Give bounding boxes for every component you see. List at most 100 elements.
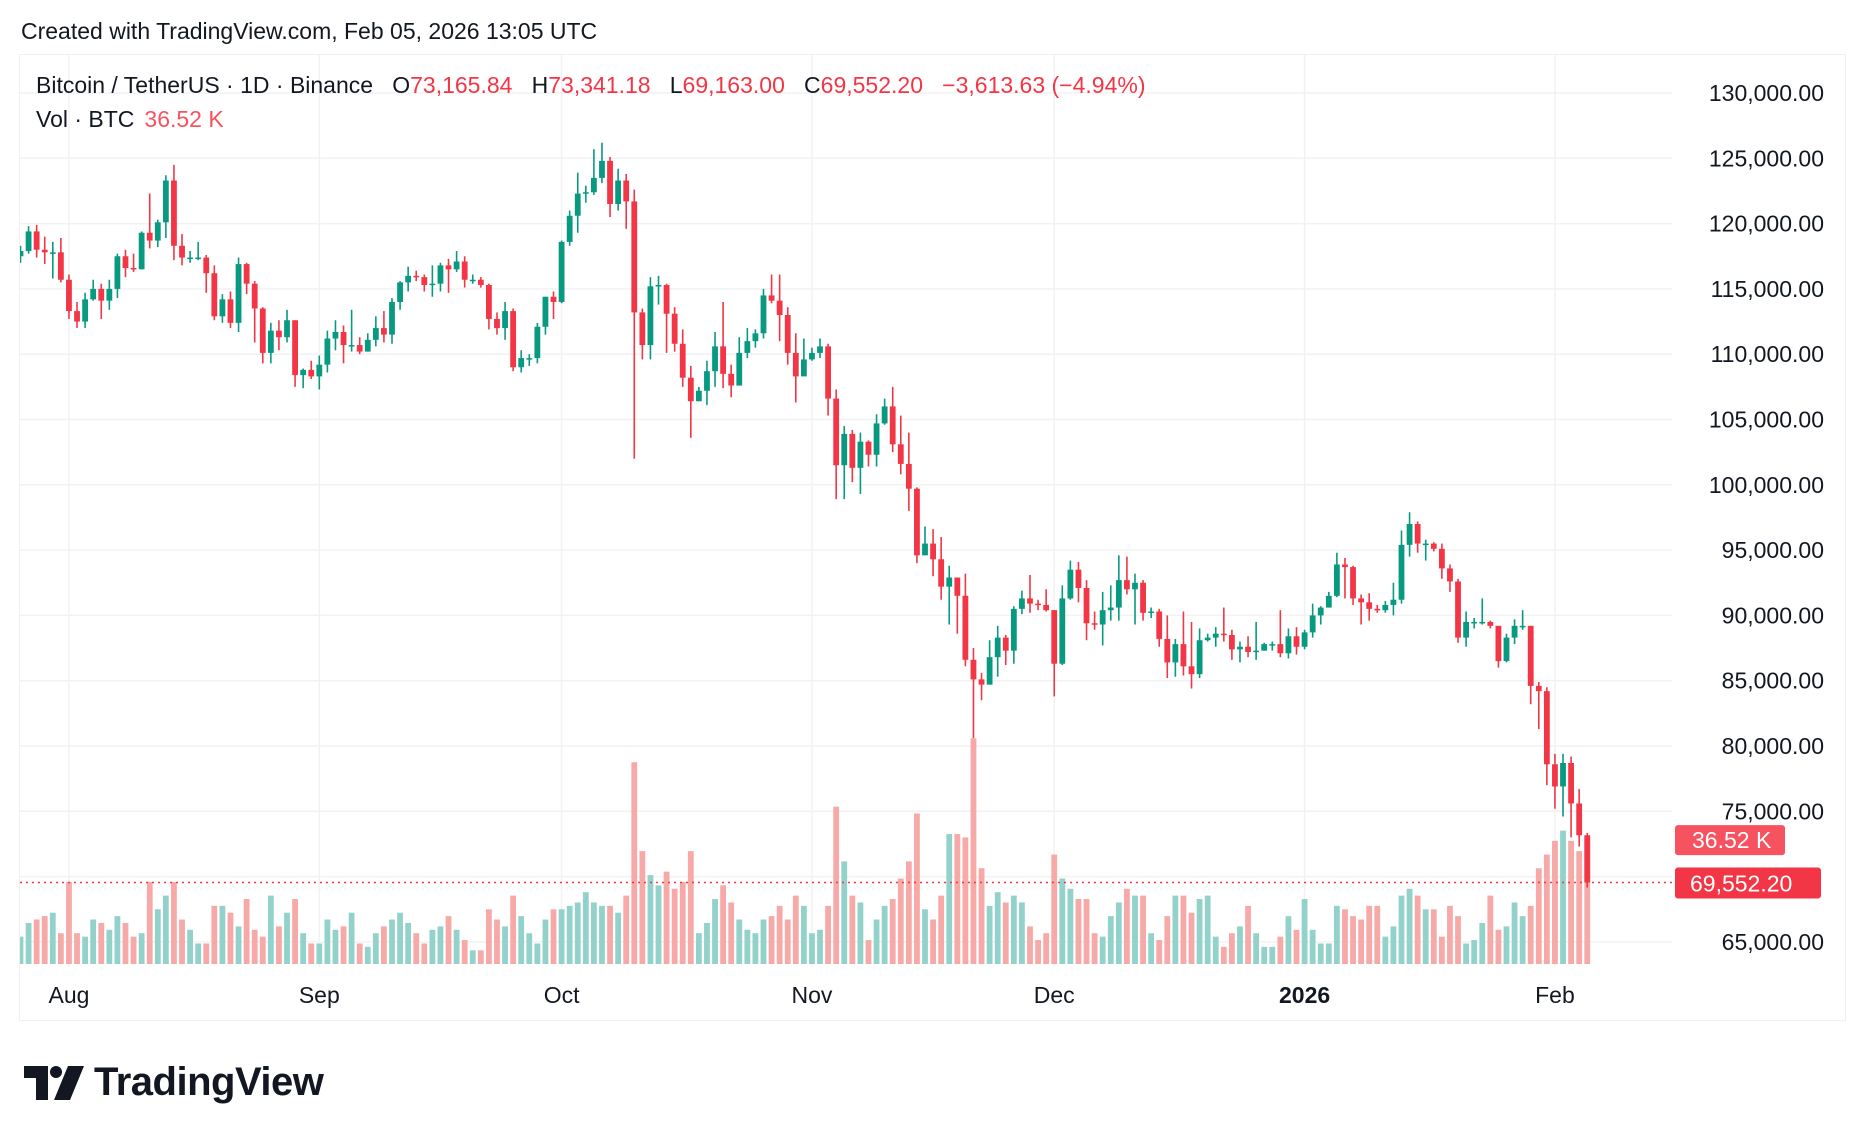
volume-bar xyxy=(162,895,169,964)
volume-bar xyxy=(752,933,759,964)
time-axis-label: 2026 xyxy=(1279,982,1330,1008)
candle-up xyxy=(1067,569,1074,599)
volume-bar xyxy=(235,926,242,964)
candle-up xyxy=(1301,632,1308,647)
open-value: 73,165.84 xyxy=(410,72,513,98)
candle-down xyxy=(33,231,40,250)
price-axis-label: 65,000.00 xyxy=(1722,929,1824,955)
volume-bar xyxy=(171,881,177,964)
candle-up xyxy=(1560,762,1566,787)
volume-bar xyxy=(792,895,799,964)
candle-up xyxy=(542,296,549,327)
volume-bar xyxy=(1212,936,1219,964)
time-axis-label: Feb xyxy=(1535,982,1575,1008)
volume-bar xyxy=(138,933,145,964)
volume-value: 36.52 K xyxy=(144,106,224,132)
candle-down xyxy=(768,295,775,301)
volume-bar xyxy=(413,933,420,964)
candle-down xyxy=(130,268,137,270)
volume-bar xyxy=(695,933,702,964)
candle-down xyxy=(259,308,266,353)
candle-up xyxy=(1261,644,1268,651)
volume-bar xyxy=(615,912,622,964)
candle-down xyxy=(1035,603,1041,606)
candle-down xyxy=(671,313,678,344)
price-axis-label: 105,000.00 xyxy=(1709,407,1824,433)
candle-down xyxy=(663,284,670,314)
volume-bar xyxy=(1527,905,1534,964)
candle-up xyxy=(1325,595,1332,608)
candle-down xyxy=(57,252,64,280)
price-axis-label: 75,000.00 xyxy=(1722,798,1824,824)
candle-up xyxy=(922,543,928,556)
candle-down xyxy=(1277,644,1284,654)
candle-up xyxy=(695,390,702,402)
volume-bar xyxy=(631,762,638,964)
candle-up xyxy=(397,282,403,302)
candle-up xyxy=(558,241,565,302)
volume-bar xyxy=(599,905,605,964)
candle-down xyxy=(1358,598,1365,603)
volume-bar xyxy=(1495,929,1502,964)
candle-down xyxy=(308,369,315,377)
volume-bar xyxy=(849,895,856,964)
volume-bar xyxy=(267,895,274,964)
volume-bar xyxy=(187,929,193,964)
volume-bar xyxy=(1342,909,1348,964)
candle-down xyxy=(1455,581,1461,638)
volume-bar xyxy=(66,881,72,964)
candle-down xyxy=(631,201,638,313)
candle-up xyxy=(502,311,508,329)
volume-bar xyxy=(389,919,395,964)
volume-bar xyxy=(518,916,525,964)
volume-bar xyxy=(590,902,597,964)
tradingview-logo[interactable]: TradingView xyxy=(24,1060,324,1105)
volume-bar xyxy=(760,919,767,964)
volume-bar xyxy=(74,933,80,964)
candle-up xyxy=(986,657,993,685)
candle-up xyxy=(1204,637,1211,641)
volume-bar xyxy=(1406,888,1413,964)
time-axis-label: Nov xyxy=(791,982,832,1008)
volume-bar xyxy=(1091,933,1098,964)
volume-bar xyxy=(1325,943,1332,964)
candlestick-chart[interactable]: 130,000.00 125,000.00 120,000.00 115,000.00… xyxy=(0,0,1856,1040)
volume-bar xyxy=(1398,895,1405,964)
volume-bar xyxy=(881,905,888,964)
candle-up xyxy=(364,339,371,352)
volume-bar xyxy=(574,902,581,964)
candle-down xyxy=(938,559,945,587)
candle-up xyxy=(841,433,848,466)
volume-bar xyxy=(728,902,735,964)
volume-bar xyxy=(1350,916,1356,964)
low-value: 69,163.00 xyxy=(682,72,785,98)
price-badge xyxy=(1675,867,1821,899)
candle-down xyxy=(356,345,363,352)
candle-up xyxy=(1212,633,1219,638)
candle-up xyxy=(25,231,32,252)
candle-down xyxy=(211,273,218,317)
volume-bar xyxy=(994,892,1001,964)
candle-down xyxy=(74,311,80,322)
ohlc-legend: Bitcoin / TetherUS · 1D · Binance O73,16… xyxy=(36,72,1146,99)
volume-bar xyxy=(1503,926,1510,964)
volume-bar xyxy=(768,916,775,964)
candle-up xyxy=(300,369,307,376)
candle-down xyxy=(1124,580,1130,590)
candle-up xyxy=(760,295,767,334)
candle-up xyxy=(518,358,525,368)
candle-up xyxy=(800,359,807,377)
volume-bar xyxy=(655,885,662,964)
candle-down xyxy=(445,265,452,270)
volume-bar xyxy=(49,912,56,964)
price-axis-label: 90,000.00 xyxy=(1722,602,1824,628)
candle-down xyxy=(381,328,387,335)
volume-bar xyxy=(1438,936,1445,964)
volume-bar xyxy=(736,919,743,964)
volume-bar xyxy=(1229,933,1235,964)
candle-up xyxy=(1471,621,1478,624)
candle-up xyxy=(744,341,751,353)
candle-up xyxy=(1010,608,1017,651)
volume-bar xyxy=(510,895,517,964)
volume-bar xyxy=(381,926,387,964)
